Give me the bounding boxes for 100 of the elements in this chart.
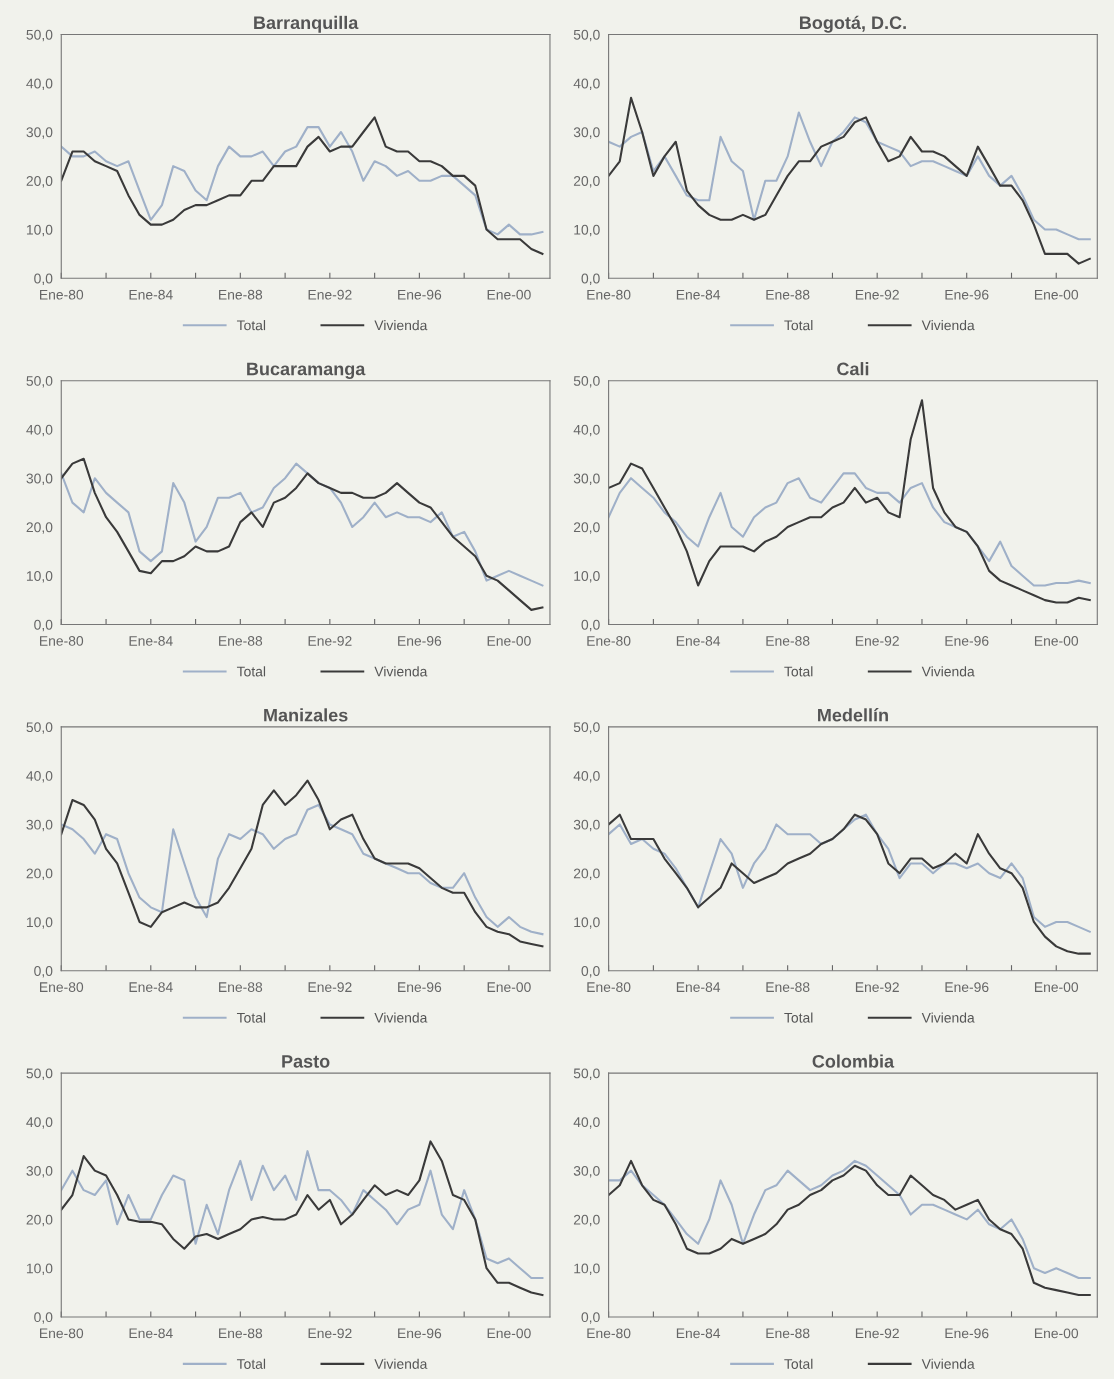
legend-label: Vivienda [921,1358,975,1369]
chart-title: Colombia [812,1054,895,1068]
y-tick-label: 30,0 [573,1165,600,1178]
y-tick-label: 20,0 [26,176,53,188]
y-tick-label: 0,0 [34,1312,53,1324]
legend-label: Total [784,666,813,677]
legend-label: Vivienda [921,320,975,331]
y-tick-label: 40,0 [573,78,600,91]
x-tick-label: Ene-84 [129,289,173,300]
x-tick-label: Ene-80 [40,982,84,993]
x-tick-label: Ene-92 [308,635,352,646]
x-tick-label: Ene-84 [676,289,721,300]
y-tick-label: 10,0 [574,571,600,583]
y-tick-label: 40,0 [26,1117,53,1129]
line-series [608,399,1091,604]
line-series [608,813,1091,933]
x-tick-label: Ene-84 [129,1328,173,1339]
y-tick-label: 20,0 [26,522,53,534]
x-tick-label: Ene-88 [219,982,263,993]
y-tick-label: 20,0 [26,868,53,881]
x-tick-label: Ene-84 [676,982,721,993]
legend-label: Total [784,1012,813,1023]
y-tick-label: 0,0 [34,966,53,978]
line-series [608,96,1091,265]
x-tick-label: Ene-80 [587,635,631,646]
line-series [61,779,544,948]
x-tick-label: Ene-84 [129,635,173,646]
legend-label: Total [784,320,813,331]
x-tick-label: Ene-84 [129,982,173,993]
x-tick-label: Ene-96 [945,635,989,646]
x-tick-label: Ene-84 [676,1328,721,1339]
line-series [61,1150,544,1279]
line-series [61,126,544,236]
x-tick-label: Ene-84 [676,635,721,646]
y-tick-label: 20,0 [573,1214,600,1227]
x-tick-label: Ene-00 [1034,289,1079,300]
legend-label: Vivienda [374,1012,428,1023]
legend-label: Vivienda [374,1358,428,1369]
y-tick-label: 50,0 [573,722,600,734]
line-series [608,472,1091,587]
y-tick-label: 0,0 [581,619,600,632]
chart-title: Medellín [818,708,888,722]
x-tick-label: Ene-88 [766,289,810,300]
y-tick-label: 50,0 [573,29,600,42]
y-tick-label: 30,0 [26,127,53,139]
y-tick-label: 0,0 [34,619,53,632]
x-tick-label: Ene-00 [1034,635,1079,646]
y-tick-label: 50,0 [26,29,53,42]
chart-title: Pasto [282,1055,330,1068]
legend-label: Total [236,1012,266,1023]
chart-title: Bogotá, D.C. [799,15,906,33]
y-tick-label: 30,0 [573,473,600,486]
x-tick-label: Ene-92 [308,982,352,993]
x-tick-label: Ene-96 [398,289,442,300]
x-tick-label: Ene-80 [587,289,631,300]
x-tick-label: Ene-96 [398,635,442,646]
legend-label: Vivienda [374,320,428,331]
chart-title: Manizales [264,708,348,722]
x-tick-label: Ene-80 [40,1328,84,1339]
x-tick-label: Ene-80 [40,289,84,300]
y-tick-label: 40,0 [573,1117,600,1129]
x-tick-label: Ene-92 [855,635,899,646]
legend-label: Total [784,1358,813,1369]
y-tick-label: 50,0 [573,1068,600,1080]
y-tick-label: 10,0 [574,1263,600,1275]
x-tick-label: Ene-80 [587,1328,631,1339]
y-tick-label: 10,0 [26,1263,53,1275]
x-tick-label: Ene-92 [855,289,899,300]
x-tick-label: Ene-80 [40,635,84,646]
chart-title: Bucaramanga [247,362,366,379]
y-tick-label: 20,0 [573,868,600,881]
x-tick-label: Ene-96 [945,982,989,993]
x-tick-label: Ene-00 [487,982,531,993]
y-tick-label: 10,0 [26,917,53,929]
legend-label: Total [236,320,266,331]
y-tick-label: 30,0 [26,819,53,832]
x-tick-label: Ene-00 [487,289,531,300]
x-tick-label: Ene-96 [398,982,442,993]
y-tick-label: 0,0 [581,1312,600,1324]
y-tick-label: 0,0 [34,273,53,286]
line-series [61,457,544,611]
y-tick-label: 40,0 [573,424,600,437]
line-series [61,803,544,936]
legend-label: Total [236,666,266,677]
y-tick-label: 10,0 [26,224,53,237]
y-tick-label: 20,0 [26,1214,53,1227]
x-tick-label: Ene-00 [487,635,531,646]
y-tick-label: 40,0 [26,78,53,91]
y-tick-label: 10,0 [26,571,53,583]
x-tick-label: Ene-96 [945,289,989,300]
y-tick-label: 40,0 [26,771,53,783]
x-tick-label: Ene-88 [766,982,810,993]
x-tick-label: Ene-92 [308,1328,352,1339]
line-series [608,111,1091,241]
y-tick-label: 0,0 [581,273,600,286]
y-tick-label: 10,0 [574,224,600,237]
chart-title: Cali [837,362,869,376]
x-tick-label: Ene-92 [855,982,899,993]
x-tick-label: Ene-88 [766,635,810,646]
x-tick-label: Ene-88 [219,635,263,646]
